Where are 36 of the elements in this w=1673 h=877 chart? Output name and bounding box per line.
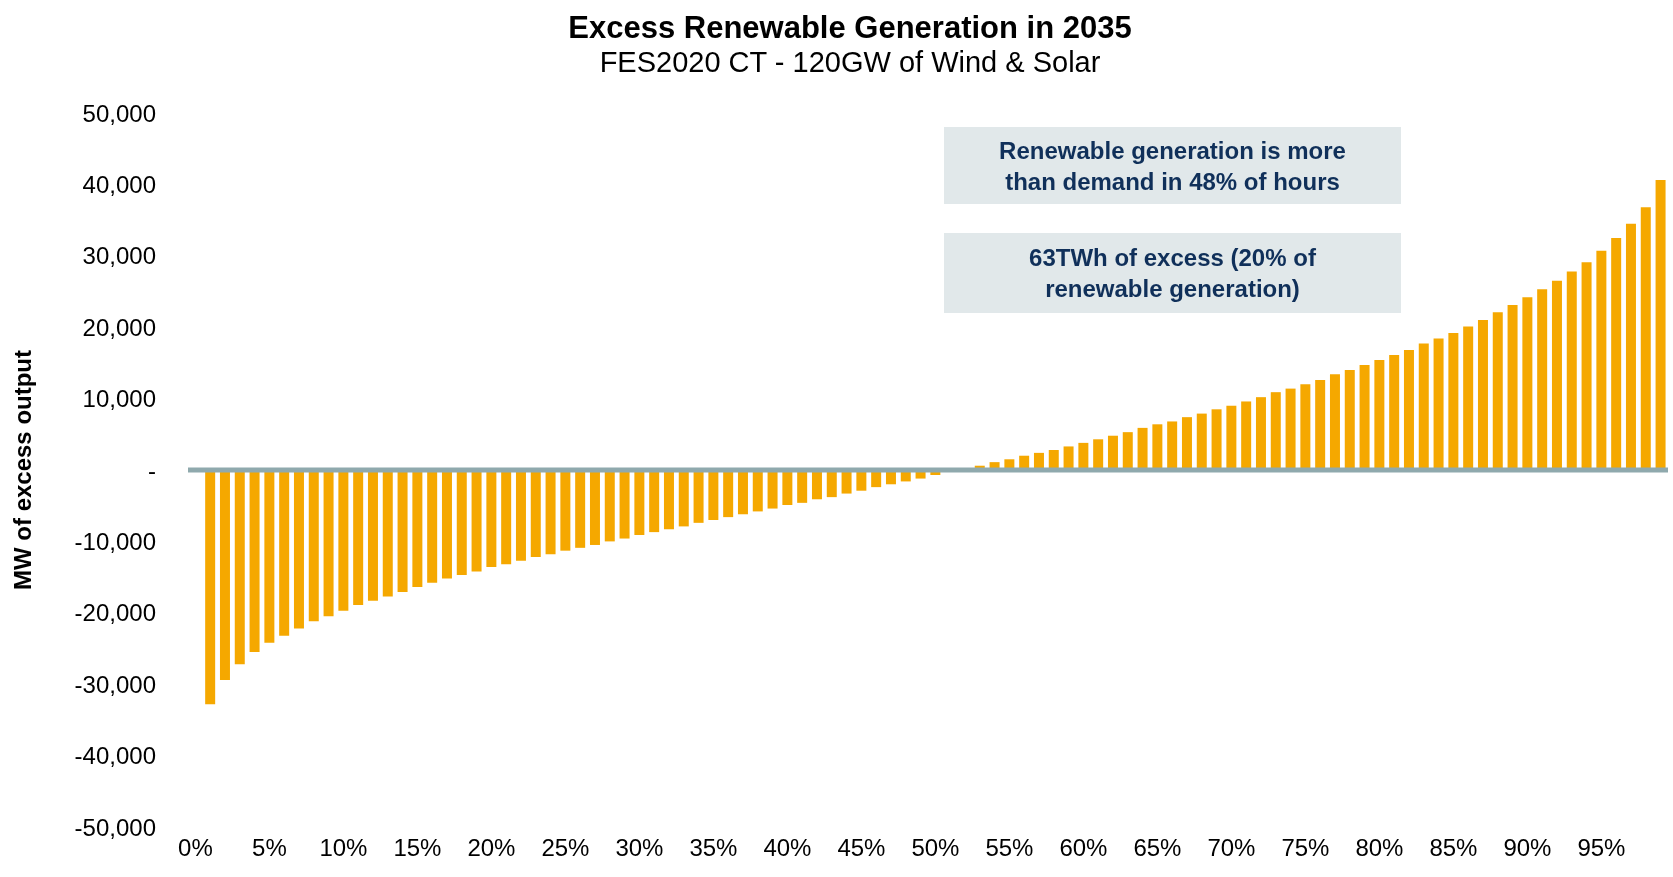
y-tick-label: 40,000: [82, 170, 156, 198]
x-tick-label: 55%: [985, 834, 1034, 862]
x-tick-label: 35%: [689, 834, 738, 862]
note-box: 63TWh of excess (20% of renewable generation): [944, 233, 1401, 313]
x-tick-label: 10%: [319, 834, 368, 862]
y-tick-label: -: [148, 456, 156, 484]
y-tick-label: -10,000: [74, 527, 156, 555]
x-tick-label: 45%: [837, 834, 886, 862]
x-tick-label: 75%: [1281, 834, 1330, 862]
x-tick-label: 30%: [615, 834, 664, 862]
y-tick-label: -30,000: [74, 670, 156, 698]
y-tick-label: -50,000: [74, 813, 156, 841]
y-tick-label: 10,000: [82, 385, 156, 413]
note-box: Renewable generation is more than demand in 48% of hours: [944, 127, 1401, 204]
x-tick-label: 95%: [1577, 834, 1626, 862]
y-tick-label: -40,000: [74, 742, 156, 770]
x-tick-label: 80%: [1355, 834, 1404, 862]
y-axis-title: MW of excess output: [8, 349, 36, 591]
x-tick-label: 85%: [1429, 834, 1478, 862]
x-tick-label: 90%: [1503, 834, 1552, 862]
x-tick-label: 0%: [178, 834, 213, 862]
x-tick-label: 60%: [1059, 834, 1108, 862]
x-tick-label: 20%: [467, 834, 516, 862]
y-tick-label: 30,000: [82, 242, 156, 270]
x-tick-label: 5%: [252, 834, 287, 862]
x-tick-label: 50%: [911, 834, 960, 862]
y-tick-label: -20,000: [74, 599, 156, 627]
x-tick-label: 65%: [1133, 834, 1182, 862]
y-tick-label: 50,000: [82, 99, 156, 127]
chart-title: Excess Renewable Generation in 2035: [567, 10, 1133, 46]
x-tick-label: 15%: [393, 834, 442, 862]
chart-subtitle: FES2020 CT - 120GW of Wind & Solar: [598, 46, 1102, 79]
x-tick-label: 70%: [1207, 834, 1256, 862]
x-tick-label: 25%: [541, 834, 590, 862]
y-tick-label: 20,000: [82, 313, 156, 341]
x-tick-label: 40%: [763, 834, 812, 862]
